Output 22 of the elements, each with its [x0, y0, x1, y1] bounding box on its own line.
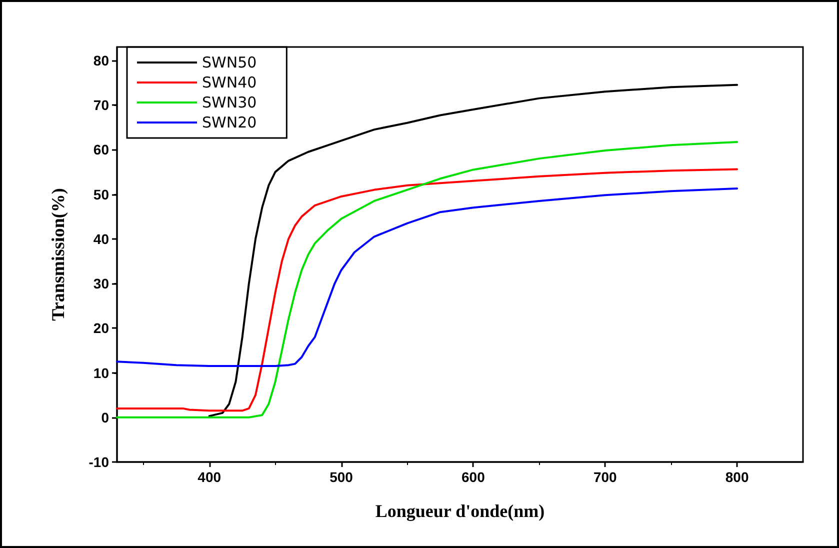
y-tick-label: 10	[93, 364, 110, 381]
x-tick-label: 400	[198, 469, 222, 485]
y-tick-label: 40	[93, 230, 110, 247]
y-tick-label: -10	[88, 454, 110, 470]
x-tick-label: 700	[593, 469, 618, 485]
legend-label: SWN40	[202, 74, 257, 92]
legend-label: SWN20	[202, 114, 257, 132]
legend-label: SWN30	[202, 94, 257, 112]
y-tick-label: 30	[93, 276, 110, 292]
y-tick-label: 80	[93, 52, 110, 68]
y-tick-label: 50	[93, 186, 110, 202]
x-tick-label: 600	[462, 469, 486, 485]
x-axis-title: Longueur d'onde(nm)	[375, 501, 545, 521]
y-tick-label: 0	[101, 409, 110, 426]
legend-label: SWN50	[202, 54, 257, 72]
y-tick-label: 70	[93, 97, 110, 114]
y-tick-label: 60	[93, 142, 110, 158]
y-axis-title: Transmission(%)	[48, 188, 68, 321]
x-tick-label: 800	[725, 469, 749, 485]
x-tick-label: 500	[330, 469, 354, 485]
line-series	[116, 187, 738, 368]
y-tick-label: 20	[93, 320, 110, 336]
